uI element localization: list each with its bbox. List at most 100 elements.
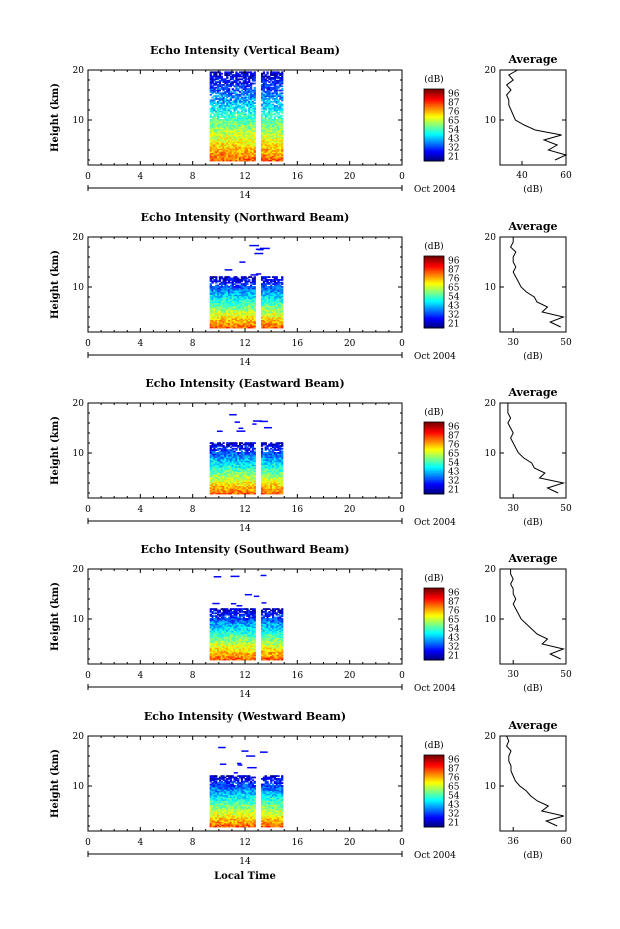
heatmap-cell <box>217 109 220 111</box>
heatmap-cell <box>242 99 245 102</box>
heatmap-cell <box>281 107 284 110</box>
heatmap-cell <box>251 148 255 151</box>
heatmap-cell <box>231 128 234 131</box>
heatmap-cell <box>237 151 240 153</box>
heatmap-cell <box>249 121 253 124</box>
heatmap-cell <box>233 117 236 120</box>
heatmap-cell <box>235 135 238 138</box>
heatmap-cell <box>246 131 249 134</box>
heatmap-cell <box>248 91 251 93</box>
heatmap-cell <box>260 88 264 90</box>
heatmap-cell <box>218 131 222 134</box>
heatmap-cell <box>235 149 238 152</box>
heatmap-cell <box>215 81 218 83</box>
heatmap-cell <box>262 137 266 139</box>
heatmap-cell <box>237 152 240 155</box>
heatmap-cell <box>227 103 231 106</box>
heatmap-cell <box>215 98 218 100</box>
heatmap-cell <box>226 154 229 156</box>
heatmap-cell <box>244 92 247 95</box>
heatmap-cell <box>231 142 234 145</box>
heatmap-cell <box>224 137 227 139</box>
heatmap-cell <box>249 151 253 153</box>
heatmap-cell <box>227 116 231 118</box>
heatmap-cell <box>237 137 240 139</box>
heatmap-cell <box>218 113 222 116</box>
heatmap-cell <box>244 148 247 151</box>
heatmap-cell <box>218 110 222 113</box>
heatmap-cell <box>238 75 242 78</box>
heatmap-cell <box>227 142 231 145</box>
heatmap-cell <box>222 159 225 162</box>
heatmap-cell <box>251 147 255 149</box>
heatmap-cell <box>246 158 249 160</box>
heatmap-cell <box>260 140 264 142</box>
heatmap-cell <box>264 92 267 95</box>
heatmap-cell <box>235 137 238 139</box>
heatmap-cell <box>224 144 227 146</box>
heatmap-cell <box>211 92 214 95</box>
heatmap-cell <box>226 105 229 107</box>
heatmap-cell <box>253 148 256 151</box>
heatmap-cell <box>226 96 229 99</box>
heatmap-cell <box>249 152 253 155</box>
heatmap-cell <box>240 82 244 85</box>
heatmap-cell <box>251 82 255 85</box>
heatmap-cell <box>253 130 256 132</box>
heatmap-cell <box>227 79 231 82</box>
heatmap-cell <box>218 128 222 131</box>
heatmap-cell <box>218 100 222 103</box>
heatmap-cell <box>260 447 264 450</box>
heatmap-cell <box>260 95 264 97</box>
heatmap-cell <box>240 159 244 162</box>
heatmap-cell <box>209 158 212 160</box>
heatmap-cell <box>215 140 218 142</box>
heatmap-cell <box>213 140 216 142</box>
heatmap-cell <box>229 117 233 120</box>
heatmap-cell <box>215 105 218 107</box>
heatmap-cell <box>264 85 267 88</box>
heatmap-cell <box>224 98 227 100</box>
heatmap-cell <box>231 96 234 99</box>
heatmap-cell <box>262 141 266 144</box>
heatmap-cell <box>226 113 229 116</box>
heatmap-cell <box>231 145 234 148</box>
heatmap-cell <box>209 154 212 156</box>
heatmap-cell <box>246 140 249 142</box>
heatmap-cell <box>213 98 216 100</box>
heatmap-cell <box>244 131 247 134</box>
heatmap-cell <box>235 138 238 141</box>
heatmap-cell <box>246 134 249 137</box>
heatmap-cell <box>240 86 244 89</box>
heatmap-cell <box>244 85 247 88</box>
heatmap-cell <box>262 149 266 152</box>
heatmap-cell <box>249 131 253 134</box>
heatmap-cell <box>240 93 244 96</box>
heatmap-cell <box>242 120 245 123</box>
heatmap-cell <box>224 99 227 102</box>
heatmap-cell <box>262 85 266 88</box>
heatmap-cell <box>244 158 247 160</box>
heatmap-cell <box>233 155 236 158</box>
heatmap-cell <box>246 96 249 99</box>
heatmap-cell <box>264 121 267 124</box>
heatmap-cell <box>231 92 234 95</box>
heatmap-cell <box>264 96 267 99</box>
heatmap-cell <box>248 102 251 104</box>
heatmap-cell <box>215 120 218 123</box>
heatmap-cell <box>264 102 267 104</box>
heatmap-cell <box>218 82 222 85</box>
heatmap-cell <box>242 81 245 83</box>
heatmap-cell <box>253 127 256 130</box>
heatmap-cell <box>251 127 255 130</box>
heatmap-cell <box>238 121 242 124</box>
heatmap-cell <box>215 133 218 135</box>
heatmap-cell <box>244 137 247 139</box>
heatmap-cell <box>231 158 234 160</box>
heatmap-cell <box>244 159 247 162</box>
heatmap-cell <box>226 117 229 120</box>
heatmap-cell <box>264 91 267 93</box>
heatmap-cell <box>231 102 234 104</box>
heatmap-cell <box>249 134 253 137</box>
heatmap-cell <box>224 142 227 145</box>
